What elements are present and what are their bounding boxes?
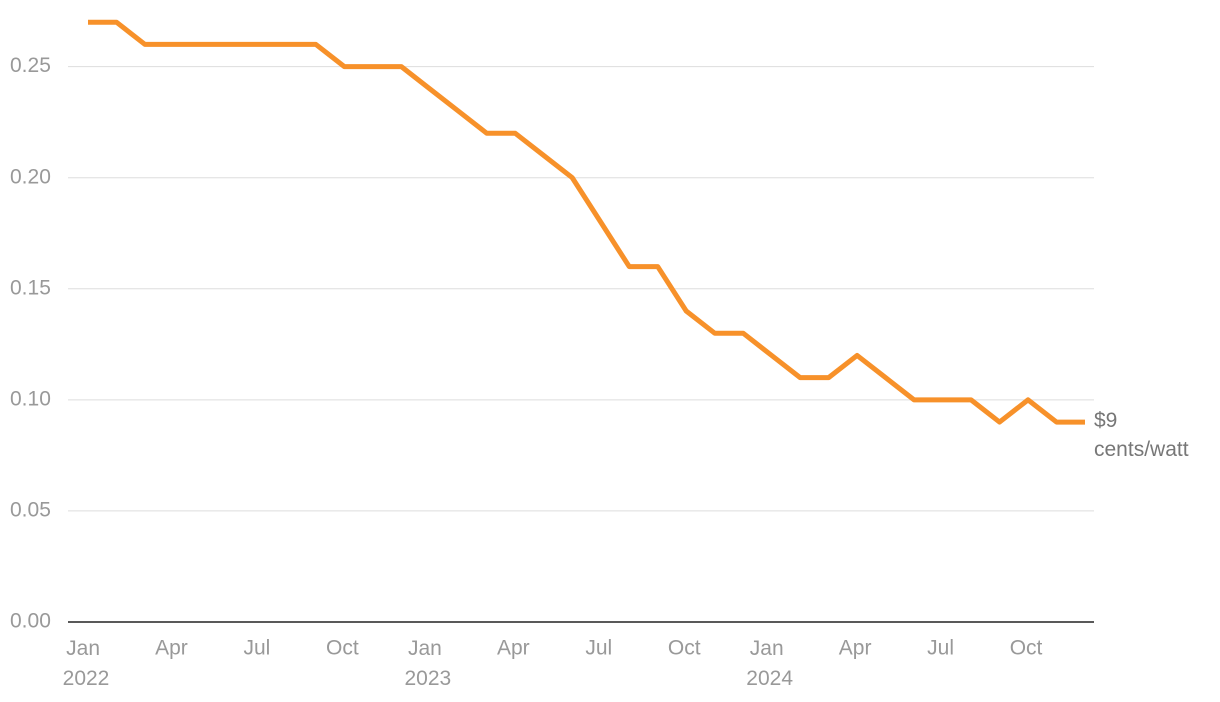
y-tick-label: 0.10 (10, 387, 51, 410)
x-tick-label: Jan 2022 (63, 637, 110, 690)
x-tick-label: Oct (668, 637, 701, 660)
x-tick-label: Jan 2024 (746, 637, 793, 690)
x-tick-label: Jul (927, 637, 954, 660)
series-line (88, 19, 1085, 425)
x-tick-label: Jul (585, 637, 612, 660)
y-tick-label: 0.00 (10, 610, 51, 633)
y-tick-label: 0.05 (10, 498, 51, 521)
x-tick-label: Apr (839, 637, 872, 660)
x-tick-label: Jul (243, 637, 270, 660)
x-tick-label: Apr (497, 637, 530, 660)
x-tick-label: Oct (1010, 637, 1043, 660)
y-tick-label: 0.15 (10, 276, 51, 299)
x-tick-label: Jan 2023 (404, 637, 451, 690)
x-tick-label: Oct (326, 637, 359, 660)
annotation: $9 cents/watt (1094, 409, 1189, 461)
y-tick-label: 0.20 (10, 165, 51, 188)
y-tick-label: 0.25 (10, 54, 51, 77)
x-tick-label: Apr (155, 637, 188, 660)
